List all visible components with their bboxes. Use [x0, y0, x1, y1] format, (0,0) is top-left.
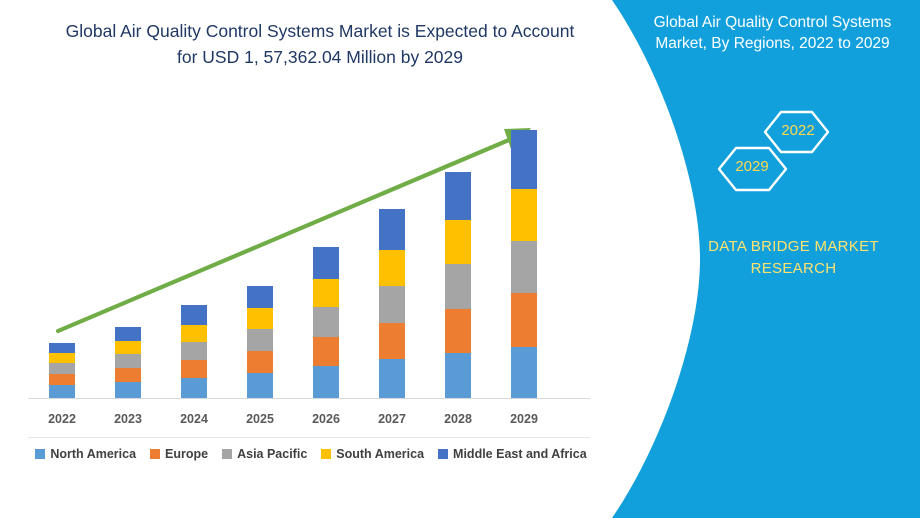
legend-label: Middle East and Africa — [453, 447, 587, 461]
bar-segment — [181, 360, 207, 378]
bar-segment — [511, 347, 537, 398]
bars-group — [49, 130, 537, 398]
hexagon-2022-label: 2022 — [781, 122, 815, 139]
bar-column — [313, 247, 339, 398]
bar-segment — [379, 209, 405, 250]
chart-legend: North America Europe Asia Pacific South Ame… — [30, 443, 592, 465]
legend-item[interactable]: Europe — [150, 447, 208, 461]
bar-segment — [445, 264, 471, 309]
bar-segment — [49, 374, 75, 385]
bar-segment — [49, 353, 75, 363]
bar-segment — [511, 130, 537, 189]
legend-swatch-icon — [150, 449, 161, 459]
bar-segment — [247, 329, 273, 351]
bar-column — [115, 327, 141, 398]
bar-segment — [313, 366, 339, 398]
bar-segment — [379, 250, 405, 286]
stacked-bar-chart — [49, 128, 537, 398]
bar-segment — [181, 378, 207, 398]
bar-segment — [247, 351, 273, 373]
x-tick-2023: 2023 — [114, 412, 142, 426]
x-tick-2026: 2026 — [312, 412, 340, 426]
bar-segment — [313, 337, 339, 366]
bar-segment — [445, 353, 471, 398]
bar-segment — [379, 286, 405, 323]
bar-segment — [445, 220, 471, 264]
bar-segment — [181, 342, 207, 360]
bar-column — [379, 209, 405, 398]
legend-swatch-icon — [321, 449, 332, 459]
legend-item[interactable]: Asia Pacific — [222, 447, 307, 461]
legend-label: North America — [50, 447, 137, 461]
bar-column — [511, 130, 537, 398]
bar-segment — [115, 368, 141, 382]
legend-divider — [28, 437, 590, 438]
legend-label: Europe — [165, 447, 209, 461]
bar-segment — [115, 327, 141, 341]
bar-column — [247, 286, 273, 398]
hexagon-2029-label: 2029 — [735, 158, 769, 175]
bar-column — [445, 172, 471, 398]
bar-segment — [181, 325, 207, 342]
legend-item[interactable]: South America — [321, 447, 424, 461]
brand-name: DATA BRIDGE MARKET RESEARCH — [708, 238, 879, 277]
bar-segment — [49, 385, 75, 398]
bar-segment — [445, 309, 471, 353]
x-tick-2022: 2022 — [48, 412, 76, 426]
panel-heading: Global Air Quality Control Systems Marke… — [653, 14, 892, 52]
bar-segment — [511, 293, 537, 347]
legend-swatch-icon — [438, 449, 449, 459]
legend-swatch-icon — [222, 449, 233, 459]
x-tick-2028: 2028 — [444, 412, 472, 426]
legend-item[interactable]: North America — [35, 447, 136, 461]
bar-segment — [49, 343, 75, 353]
bar-segment — [181, 305, 207, 325]
x-axis-line — [28, 398, 590, 399]
bar-segment — [115, 341, 141, 354]
legend-label: South America — [336, 447, 425, 461]
bar-segment — [247, 308, 273, 329]
x-tick-2025: 2025 — [246, 412, 274, 426]
bar-segment — [49, 363, 75, 374]
bar-segment — [511, 241, 537, 293]
chart-title: Global Air Quality Control Systems Marke… — [65, 21, 575, 67]
bar-segment — [379, 323, 405, 359]
legend-swatch-icon — [35, 449, 46, 459]
x-tick-2027: 2027 — [378, 412, 406, 426]
bar-segment — [115, 354, 141, 368]
bar-segment — [445, 172, 471, 220]
bar-segment — [511, 189, 537, 241]
bar-column — [49, 343, 75, 398]
bar-segment — [313, 307, 339, 337]
bar-column — [181, 305, 207, 398]
bar-segment — [247, 373, 273, 398]
x-tick-2029: 2029 — [510, 412, 538, 426]
legend-label: Asia Pacific — [237, 447, 308, 461]
bar-segment — [313, 279, 339, 307]
bar-segment — [115, 382, 141, 398]
bar-segment — [379, 359, 405, 398]
bar-segment — [247, 286, 273, 308]
x-tick-2024: 2024 — [180, 412, 208, 426]
legend-item[interactable]: Middle East and Africa — [438, 447, 587, 461]
bar-segment — [313, 247, 339, 279]
